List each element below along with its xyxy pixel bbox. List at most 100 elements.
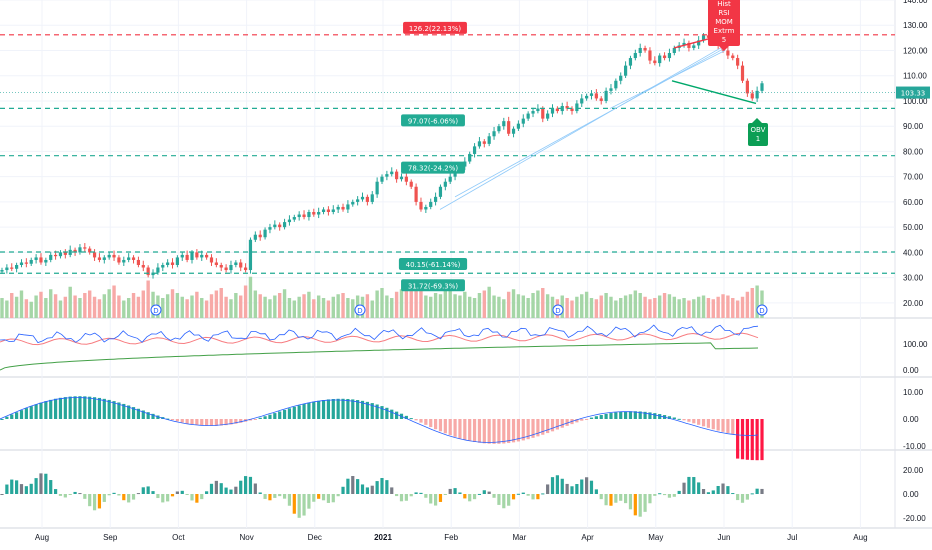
macd-bar xyxy=(555,419,559,430)
candle-body xyxy=(687,42,691,48)
candle-body xyxy=(638,47,642,53)
candle-body xyxy=(107,254,111,258)
macd-bar xyxy=(58,397,63,419)
candle-body xyxy=(701,35,706,41)
dividend-marker: D xyxy=(756,304,768,316)
volume-bar xyxy=(273,295,277,318)
macd-bar xyxy=(511,419,516,443)
momentum-bar xyxy=(653,494,657,496)
momentum-bar xyxy=(136,493,141,495)
candle-body xyxy=(726,50,730,56)
macd-bar xyxy=(692,419,696,424)
divergence-bear-box xyxy=(708,0,740,46)
momentum-bar xyxy=(453,488,457,494)
y-tick-label: 20.00 xyxy=(903,299,924,308)
momentum-bar xyxy=(370,485,374,494)
volume-bar xyxy=(443,290,448,318)
volume-bar xyxy=(180,296,184,318)
volume-bar xyxy=(341,293,345,318)
momentum-bar xyxy=(248,476,253,494)
macd-bar xyxy=(458,419,462,439)
momentum-bar xyxy=(15,480,19,494)
y-tick-label: 120.00 xyxy=(903,46,928,55)
candle-body xyxy=(287,219,292,223)
macd-y-tick: -10.00 xyxy=(903,442,926,451)
momentum-bar xyxy=(404,494,408,501)
volume-bar xyxy=(83,293,87,318)
macd-bar xyxy=(317,400,321,419)
volume-bar xyxy=(136,296,141,318)
volume-bar xyxy=(570,300,574,318)
x-tick-label: Jun xyxy=(718,533,731,542)
candle-body xyxy=(492,131,496,137)
momentum-bar xyxy=(541,493,545,495)
current-price-badge: 103.33 xyxy=(896,86,930,99)
volume-bar xyxy=(97,299,102,318)
volume-bar xyxy=(477,293,482,318)
divergence-line xyxy=(671,80,757,105)
candle-body xyxy=(10,267,14,269)
momentum-bar xyxy=(166,494,170,502)
volume-bar xyxy=(672,296,677,318)
momentum-bar xyxy=(716,485,720,494)
macd-bar xyxy=(122,403,126,419)
macd-bar xyxy=(209,419,214,426)
volume-bar xyxy=(312,299,316,318)
macd-bar xyxy=(726,419,730,433)
momentum-bar xyxy=(10,479,14,494)
volume-bar xyxy=(506,291,511,318)
macd-bar xyxy=(521,419,525,441)
momentum-bar xyxy=(156,494,160,499)
volume-bar xyxy=(234,293,238,318)
momentum-bar xyxy=(575,484,579,494)
candle-body xyxy=(0,270,4,272)
momentum-bar xyxy=(92,494,97,511)
macd-bar xyxy=(92,397,97,419)
candle-body xyxy=(234,262,238,265)
candle-body xyxy=(419,201,423,210)
x-tick-label: 2021 xyxy=(374,533,392,542)
candle-body xyxy=(263,229,267,238)
momentum-bar xyxy=(697,482,701,494)
momentum-bar xyxy=(253,483,257,494)
momentum-bar xyxy=(760,488,764,494)
candle-body xyxy=(643,47,647,51)
trend-line xyxy=(439,45,726,210)
macd-bar xyxy=(497,419,501,444)
macd-bar xyxy=(502,419,506,444)
candle-body xyxy=(575,103,579,112)
candle-body xyxy=(161,265,165,268)
volume-bar xyxy=(706,298,711,318)
volume-bar xyxy=(204,300,209,318)
momentum-bar xyxy=(83,494,87,499)
momentum-bar xyxy=(550,477,555,494)
macd-bar xyxy=(623,411,628,419)
momentum-bar xyxy=(375,481,379,494)
macd-bar xyxy=(151,413,155,419)
rsi-line xyxy=(0,324,759,344)
momentum-bar xyxy=(385,480,389,494)
dividend-marker-text: D xyxy=(759,307,764,315)
volume-bar xyxy=(39,291,43,318)
candle-body xyxy=(209,257,214,263)
macd-bar xyxy=(73,396,77,419)
momentum-bar xyxy=(39,473,43,494)
volume-bar xyxy=(277,293,282,318)
candle-body xyxy=(365,196,369,202)
candles xyxy=(0,32,764,279)
x-tick-label: Feb xyxy=(444,533,458,542)
macd-bar xyxy=(356,400,360,419)
price-level-label-box xyxy=(401,161,465,174)
volume-bar xyxy=(711,299,715,318)
candle-body xyxy=(511,128,516,134)
momentum-bar xyxy=(677,490,681,494)
macd-bar xyxy=(438,419,443,432)
macd-bar xyxy=(648,412,652,419)
momentum-bar xyxy=(638,494,642,517)
candle-body xyxy=(278,224,282,228)
momentum-bar xyxy=(331,494,335,503)
volume-bar xyxy=(44,298,48,318)
candle-body xyxy=(623,65,628,76)
momentum-bar xyxy=(53,489,58,494)
